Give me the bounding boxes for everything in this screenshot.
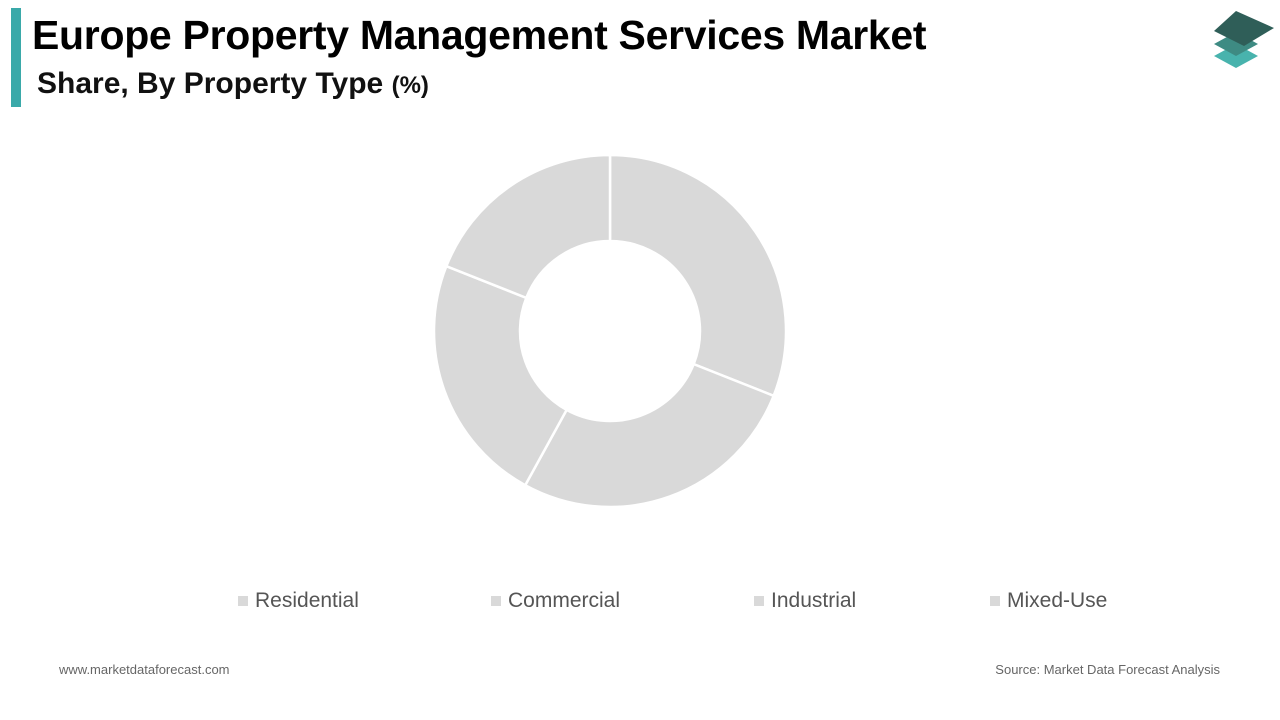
legend-label: Commercial: [508, 589, 620, 613]
legend-swatch: [238, 596, 248, 606]
legend-label: Industrial: [771, 589, 856, 613]
legend-swatch: [990, 596, 1000, 606]
legend-item-commercial: Commercial: [491, 588, 620, 614]
legend-label: Mixed-Use: [1007, 589, 1107, 613]
pie-slice-commercial: [525, 364, 773, 507]
legend-swatch: [491, 596, 501, 606]
pie-slice-mixed-use: [446, 155, 610, 298]
legend-item-residential: Residential: [238, 588, 359, 614]
legend-item-mixed-use: Mixed-Use: [990, 588, 1107, 614]
pie-slice-residential: [610, 155, 786, 396]
legend-label: Residential: [255, 589, 359, 613]
legend-swatch: [754, 596, 764, 606]
footer-website: www.marketdataforecast.com: [59, 662, 230, 677]
legend-item-industrial: Industrial: [754, 588, 856, 614]
footer-source: Source: Market Data Forecast Analysis: [995, 662, 1220, 677]
